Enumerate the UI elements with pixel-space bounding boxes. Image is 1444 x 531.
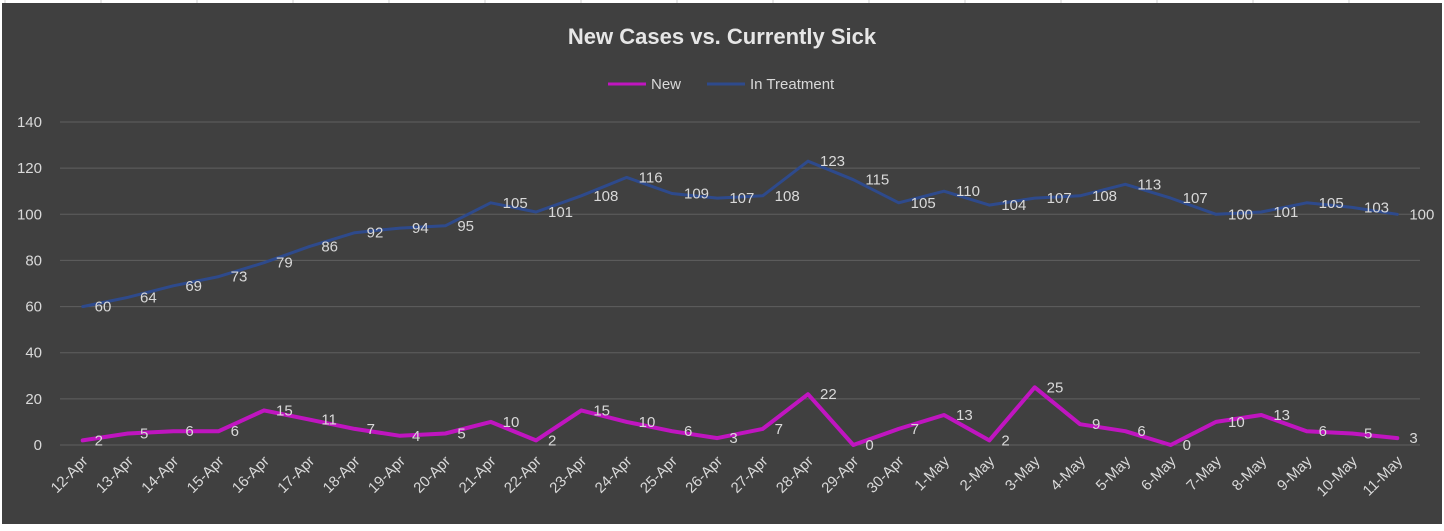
data-label: 6 <box>1319 423 1327 440</box>
data-label: 9 <box>1092 416 1100 433</box>
legend-item[interactable]: In Treatment <box>707 76 835 93</box>
data-label: 108 <box>1092 188 1117 205</box>
y-tick-label: 40 <box>25 345 42 362</box>
data-label: 109 <box>684 186 709 203</box>
chart-title[interactable]: New Cases vs. Currently Sick <box>568 24 877 49</box>
data-label: 6 <box>185 423 193 440</box>
data-label: 60 <box>95 299 112 316</box>
data-label: 10 <box>1228 414 1245 431</box>
data-label: 15 <box>593 402 610 419</box>
data-label: 94 <box>412 220 429 237</box>
legend-label: New <box>651 76 681 93</box>
data-label: 13 <box>956 407 973 424</box>
data-label: 108 <box>775 188 800 205</box>
data-label: 105 <box>911 195 936 212</box>
y-tick-label: 0 <box>34 437 42 454</box>
legend-label: In Treatment <box>750 76 835 93</box>
data-label: 6 <box>1137 423 1145 440</box>
data-label: 107 <box>729 190 754 207</box>
data-label: 4 <box>412 428 420 445</box>
y-axis-tick-labels: 0 20 40 60 80 100 120 140 <box>17 114 42 454</box>
data-label: 107 <box>1183 190 1208 207</box>
data-label: 6 <box>231 423 239 440</box>
data-label: 86 <box>321 239 338 256</box>
series-line-new[interactable] <box>80 385 1400 447</box>
data-label: 11 <box>321 412 337 429</box>
y-tick-label: 20 <box>25 391 42 408</box>
data-label: 7 <box>911 421 919 438</box>
data-label: 5 <box>457 425 465 442</box>
data-label: 15 <box>276 402 293 419</box>
data-label: 2 <box>95 432 103 449</box>
y-tick-label: 60 <box>25 299 42 316</box>
data-label: 13 <box>1273 407 1290 424</box>
data-label: 100 <box>1409 206 1434 223</box>
y-tick-label: 120 <box>17 160 42 177</box>
y-tick-label: 140 <box>17 114 42 131</box>
data-label: 113 <box>1137 176 1161 193</box>
data-label: 103 <box>1364 199 1389 216</box>
data-label: 2 <box>1001 432 1009 449</box>
data-label: 116 <box>639 169 663 186</box>
data-label: 101 <box>1273 204 1298 221</box>
data-label: 22 <box>820 386 837 403</box>
data-label: 0 <box>865 437 873 454</box>
data-label: 95 <box>457 218 474 235</box>
data-label: 100 <box>1228 206 1253 223</box>
series-lines[interactable] <box>80 159 1400 447</box>
data-label: 7 <box>367 421 375 438</box>
sheet-cell-borders <box>4 0 1350 3</box>
data-label: 73 <box>231 269 248 286</box>
data-label: 110 <box>956 183 980 200</box>
data-label: 5 <box>1364 425 1372 442</box>
chart-area[interactable] <box>2 3 1442 524</box>
data-label: 64 <box>140 289 157 306</box>
data-label: 10 <box>503 414 520 431</box>
data-label: 115 <box>865 172 889 189</box>
y-tick-label: 100 <box>17 206 42 223</box>
data-label: 3 <box>1409 430 1417 447</box>
data-label: 107 <box>1047 190 1072 207</box>
gridlines <box>60 121 1420 446</box>
data-label: 7 <box>775 421 783 438</box>
chart-legend[interactable]: New In Treatment <box>608 76 835 93</box>
data-label: 104 <box>1001 197 1026 214</box>
series-line-in-treatment[interactable] <box>81 159 1399 309</box>
data-label: 105 <box>503 195 528 212</box>
data-label: 10 <box>639 414 656 431</box>
data-label: 69 <box>185 278 202 295</box>
data-label: 92 <box>367 225 384 242</box>
data-label: 79 <box>276 255 293 272</box>
data-label: 25 <box>1047 379 1064 396</box>
legend-item[interactable]: New <box>608 76 681 93</box>
data-label: 0 <box>1183 437 1191 454</box>
data-label: 101 <box>548 204 573 221</box>
data-label: 123 <box>820 153 845 170</box>
data-label: 3 <box>729 430 737 447</box>
data-label: 108 <box>593 188 618 205</box>
y-tick-label: 80 <box>25 252 42 269</box>
data-label: 5 <box>140 425 148 442</box>
data-label: 105 <box>1319 195 1344 212</box>
data-label: 6 <box>684 423 692 440</box>
data-label: 2 <box>548 432 556 449</box>
